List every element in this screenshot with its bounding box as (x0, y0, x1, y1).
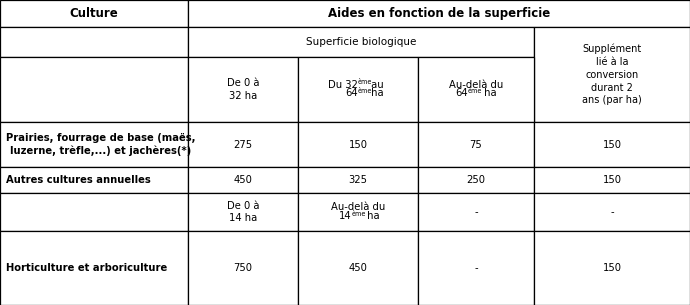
Text: 150: 150 (602, 139, 622, 149)
Text: Autres cultures annuelles: Autres cultures annuelles (6, 175, 150, 185)
Bar (188, 27, 534, 57)
Text: ème: ème (468, 88, 482, 94)
Text: 325: 325 (348, 175, 368, 185)
Text: ha: ha (481, 88, 497, 99)
Text: De 0 à
32 ha: De 0 à 32 ha (227, 78, 259, 101)
Bar (298, 167, 418, 193)
Bar (0, 193, 188, 231)
Bar (298, 57, 418, 122)
Bar (0, 27, 188, 57)
Bar (188, 122, 298, 167)
Bar (188, 193, 298, 231)
Text: Culture: Culture (70, 7, 119, 20)
Text: 64: 64 (455, 88, 468, 99)
Text: 250: 250 (466, 175, 486, 185)
Bar (0, 122, 188, 167)
Bar (418, 57, 534, 122)
Text: -: - (474, 207, 477, 217)
Text: Au-delà du: Au-delà du (449, 80, 503, 89)
Bar (534, 122, 690, 167)
Bar (298, 122, 418, 167)
Bar (418, 231, 534, 305)
Bar (0, 0, 188, 27)
Text: ème: ème (358, 79, 373, 85)
Text: Du 32: Du 32 (328, 80, 358, 89)
Text: 75: 75 (470, 139, 482, 149)
Text: Superficie biologique: Superficie biologique (306, 37, 416, 47)
Bar (188, 0, 690, 27)
Text: 750: 750 (233, 263, 253, 273)
Bar (188, 231, 298, 305)
Text: Horticulture et arboriculture: Horticulture et arboriculture (6, 263, 167, 273)
Bar (534, 27, 690, 122)
Bar (298, 193, 418, 231)
Text: 64: 64 (346, 88, 358, 99)
Bar (188, 167, 298, 193)
Text: 150: 150 (348, 139, 368, 149)
Text: -: - (610, 207, 614, 217)
Text: au: au (368, 80, 384, 89)
Bar (418, 193, 534, 231)
Text: Au-delà du: Au-delà du (331, 203, 385, 213)
Text: 450: 450 (233, 175, 253, 185)
Text: -: - (474, 263, 477, 273)
Bar (534, 231, 690, 305)
Bar (534, 167, 690, 193)
Text: ème: ème (352, 210, 366, 217)
Text: Supplément
lié à la
conversion
durant 2
ans (par ha): Supplément lié à la conversion durant 2 … (582, 44, 642, 105)
Text: 14: 14 (339, 211, 352, 221)
Text: 150: 150 (602, 175, 622, 185)
Bar (418, 167, 534, 193)
Bar (418, 122, 534, 167)
Text: ème: ème (358, 88, 373, 94)
Bar (298, 231, 418, 305)
Text: ha: ha (364, 211, 380, 221)
Bar (188, 57, 298, 122)
Text: ha: ha (368, 88, 384, 99)
Bar (0, 167, 188, 193)
Text: 150: 150 (602, 263, 622, 273)
Bar (534, 193, 690, 231)
Text: Prairies, fourrage de base (maës,
luzerne, trèfle,...) et jachères(*): Prairies, fourrage de base (maës, luzern… (6, 133, 195, 156)
Text: 450: 450 (348, 263, 368, 273)
Bar (0, 57, 188, 122)
Text: De 0 à
14 ha: De 0 à 14 ha (227, 201, 259, 223)
Text: Aides en fonction de la superficie: Aides en fonction de la superficie (328, 7, 550, 20)
Bar (0, 231, 188, 305)
Text: 275: 275 (233, 139, 253, 149)
